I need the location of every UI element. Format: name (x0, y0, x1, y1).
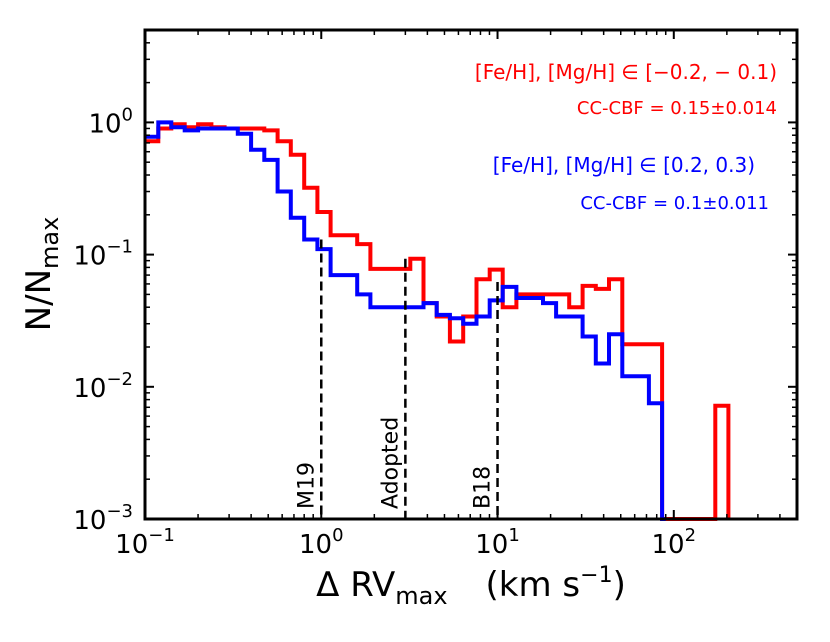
y-tick-label: 10−1 (73, 237, 133, 272)
series-layer (145, 120, 731, 521)
legend-red-label: [Fe/H], [Mg/H] ∈ [−0.2, − 0.1) (475, 60, 777, 84)
series-0 (145, 122, 731, 521)
vline-label-b18: B18 (471, 466, 496, 509)
x-tick-label: 100 (299, 525, 344, 560)
series-0-steps (145, 122, 731, 521)
legend: [Fe/H], [Mg/H] ∈ [−0.2, − 0.1) CC-CBF = … (475, 60, 777, 214)
vline-label-adopted: Adopted (378, 417, 403, 509)
x-tick-label: 102 (652, 525, 697, 560)
y-tick-label: 10−3 (73, 501, 133, 536)
reference-lines: M19 Adopted B18 (294, 239, 499, 519)
series-1-steps (145, 120, 666, 521)
y-tick-label: 100 (88, 104, 133, 139)
x-tick-label: 101 (475, 525, 520, 560)
y-tick-label: 10−2 (73, 369, 133, 404)
series-1 (145, 120, 666, 521)
vline-label-m19: M19 (294, 462, 319, 509)
y-axis-title: N/Nmax (19, 217, 64, 332)
x-tick-label: 10−1 (115, 525, 175, 560)
legend-blue-label: [Fe/H], [Mg/H] ∈ [0.2, 0.3) (493, 153, 755, 177)
legend-blue-cbf: CC-CBF = 0.1±0.011 (580, 193, 769, 214)
legend-red-cbf: CC-CBF = 0.15±0.014 (577, 98, 777, 119)
x-axis-title: Δ RVmax (km s−1) (316, 563, 626, 610)
axis-ticks: 10−1 100 101 102 10−3 10−2 10−1 100 (73, 29, 798, 560)
